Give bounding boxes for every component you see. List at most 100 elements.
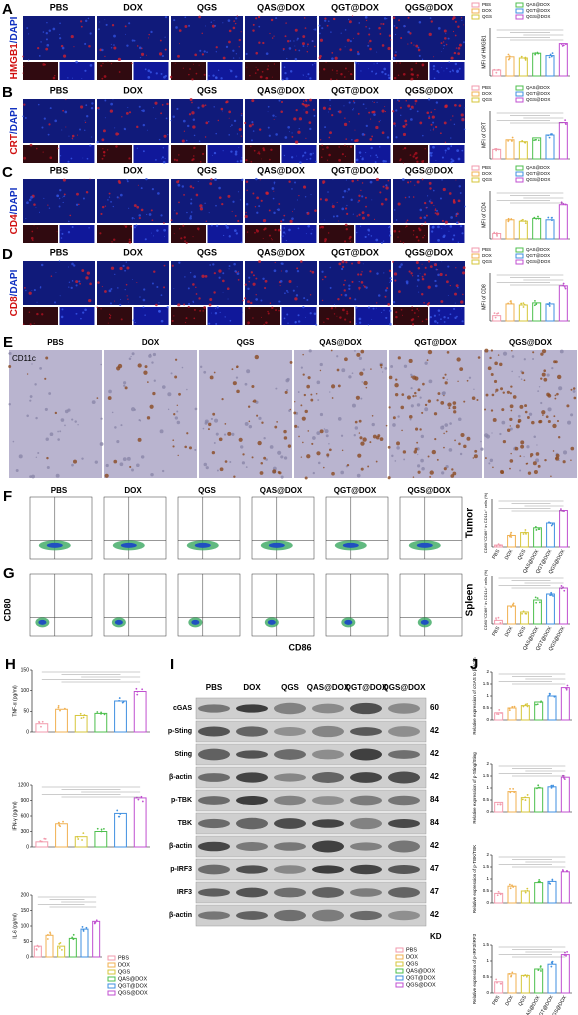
kd-label: 60 <box>430 703 439 712</box>
band <box>312 840 344 853</box>
speckle <box>281 236 282 238</box>
speckle <box>444 373 447 376</box>
speckle <box>433 314 437 317</box>
x-tick-label: QGS <box>517 994 528 1007</box>
speckle <box>440 42 443 45</box>
data-dot <box>537 786 540 789</box>
speckle <box>236 160 239 163</box>
speckle <box>56 194 59 198</box>
speckle <box>341 207 345 211</box>
speckle <box>320 156 323 159</box>
speckle <box>424 407 429 412</box>
speckle <box>304 104 308 108</box>
band <box>274 727 306 736</box>
speckle <box>471 396 476 400</box>
speckle <box>38 211 41 213</box>
speckle <box>338 110 342 114</box>
cell-cloud-core <box>420 619 429 625</box>
speckle <box>164 48 167 51</box>
speckle <box>151 219 154 222</box>
speckle <box>458 67 461 70</box>
cell-cloud-core <box>46 542 63 548</box>
speckle <box>291 217 294 220</box>
speckle <box>421 58 424 61</box>
speckle <box>59 33 61 36</box>
speckle <box>189 98 193 101</box>
speckle <box>412 234 415 236</box>
speckle <box>174 375 178 379</box>
bar <box>545 55 555 77</box>
speckle <box>346 38 350 42</box>
bar <box>545 219 555 240</box>
speckle <box>331 69 334 71</box>
data-dot <box>494 316 497 319</box>
speckle <box>192 158 195 161</box>
speckle <box>195 293 198 295</box>
speckle <box>287 322 289 324</box>
speckle <box>23 286 26 289</box>
speckle <box>344 240 347 243</box>
speckle <box>416 74 419 77</box>
speckle <box>110 314 112 317</box>
speckle <box>421 277 425 281</box>
speckle <box>160 214 163 217</box>
speckle <box>241 461 245 465</box>
legend-swatch <box>107 962 116 968</box>
speckle <box>416 160 419 163</box>
speckle <box>208 75 210 77</box>
band <box>236 795 268 806</box>
speckle <box>253 399 257 403</box>
speckle <box>523 379 526 382</box>
speckle <box>306 158 308 161</box>
band <box>198 911 230 920</box>
speckle <box>297 426 300 429</box>
speckle <box>342 308 345 312</box>
data-dot <box>83 714 86 716</box>
speckle <box>131 39 134 42</box>
speckle <box>170 219 173 222</box>
speckle <box>191 78 194 81</box>
panel-letter: D <box>2 246 13 263</box>
speckle <box>428 115 430 117</box>
speckle <box>435 268 438 271</box>
speckle <box>148 213 152 216</box>
speckle <box>199 207 204 211</box>
speckle <box>354 420 358 424</box>
data-dot <box>538 786 541 789</box>
data-dot <box>497 543 500 546</box>
speckle <box>22 65 24 67</box>
speckle <box>199 49 202 52</box>
speckle <box>453 410 457 414</box>
speckle <box>406 395 412 400</box>
speckle <box>258 41 261 44</box>
speckle <box>26 27 29 29</box>
speckle <box>367 306 371 309</box>
speckle <box>412 229 415 232</box>
data-dot <box>552 595 554 597</box>
y-tick-label: 0 <box>26 844 29 850</box>
speckle <box>181 185 185 188</box>
speckle <box>283 66 286 68</box>
speckle <box>343 289 346 292</box>
speckle <box>265 191 269 195</box>
speckle <box>527 471 532 475</box>
speckle <box>35 416 38 420</box>
bar <box>494 892 504 904</box>
band <box>350 910 382 921</box>
speckle <box>369 39 372 43</box>
speckle <box>520 440 525 445</box>
kd-label: 47 <box>430 864 439 873</box>
speckle <box>526 445 530 449</box>
data-dot <box>536 597 539 600</box>
speckle <box>528 412 533 416</box>
speckle <box>417 48 421 52</box>
speckle <box>173 288 175 289</box>
speckle <box>152 107 154 109</box>
speckle <box>63 195 66 197</box>
speckle <box>417 316 419 318</box>
speckle <box>85 190 89 194</box>
inset <box>355 225 391 243</box>
speckle <box>293 40 295 42</box>
speckle <box>336 201 338 203</box>
speckle <box>233 20 236 22</box>
